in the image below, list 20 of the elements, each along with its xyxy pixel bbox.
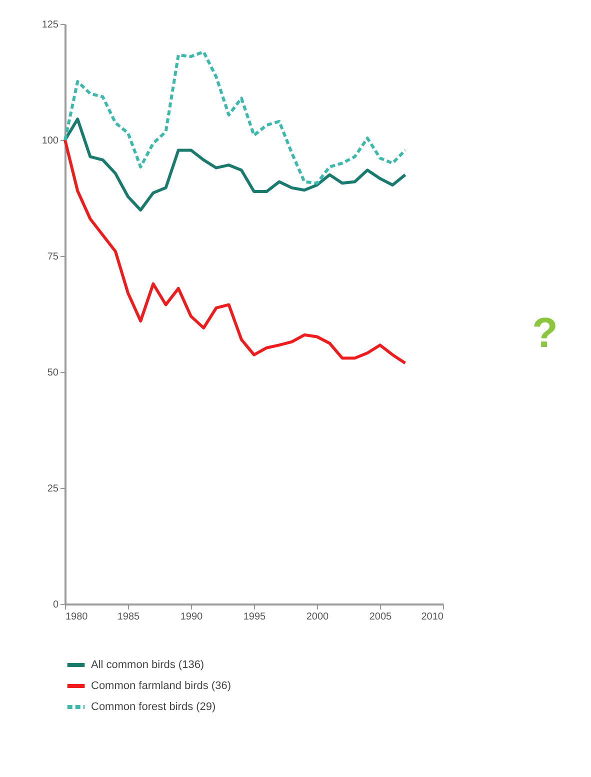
x-tick-label: 2005 [369,612,392,622]
text: ? [532,309,558,356]
y-tick-label: 75 [47,252,59,262]
x-tick-label: 1980 [66,612,88,622]
y-tick-label: 125 [42,20,59,30]
line-series [64,50,407,185]
x-tick-label: 1985 [117,612,140,622]
x-tick-label: 2000 [306,612,330,622]
legend-label: Common farmland birds (36) [91,680,231,692]
x-tick-label: 1990 [180,612,204,622]
y-tick-label: 100 [42,136,59,146]
legend-label: All common birds (136) [91,659,204,671]
y-tick-label: 50 [47,368,59,378]
legend-label: Common forest birds (29) [91,701,216,713]
y-tick-label: 25 [47,484,59,494]
line-series [64,118,407,212]
x-tick-label: 1995 [243,612,266,622]
y-tick-label: 0 [52,600,59,610]
x-tick-label: 2010 [421,612,444,622]
line-series [64,138,407,365]
